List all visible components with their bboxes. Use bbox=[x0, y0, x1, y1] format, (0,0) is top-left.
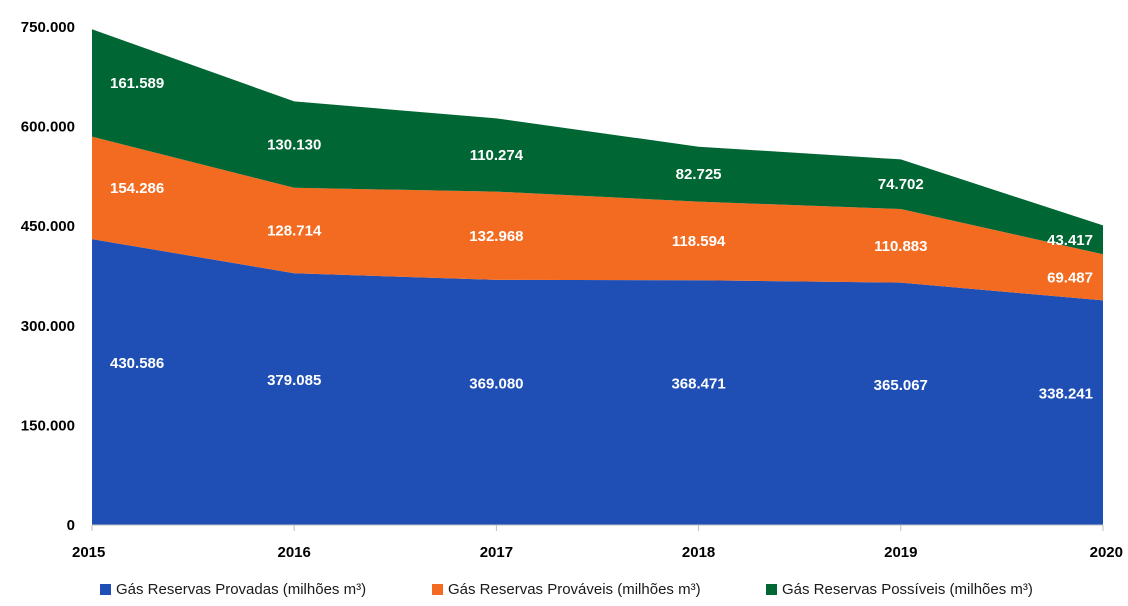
data-label-series-3: 43.417 bbox=[1047, 232, 1093, 249]
legend-swatch-series-1 bbox=[100, 584, 111, 595]
legend-label-series-3: Gás Reservas Possíveis (milhões m³) bbox=[782, 581, 1033, 598]
data-label-series-1: 379.085 bbox=[267, 372, 321, 389]
area-series-3 bbox=[92, 29, 1103, 255]
x-tick-label: 2017 bbox=[480, 544, 513, 561]
data-label-series-1: 338.241 bbox=[1039, 386, 1093, 403]
y-tick-label: 750.000 bbox=[21, 19, 75, 36]
data-label-series-2: 118.594 bbox=[672, 233, 726, 250]
data-label-series-2: 110.883 bbox=[874, 238, 927, 255]
data-label-series-3: 110.274 bbox=[470, 147, 524, 164]
area-layers bbox=[92, 29, 1103, 525]
data-label-series-2: 69.487 bbox=[1047, 269, 1093, 286]
y-tick-label: 0 bbox=[67, 517, 75, 534]
data-label-series-3: 130.130 bbox=[267, 137, 321, 154]
y-tick-label: 300.000 bbox=[21, 318, 75, 335]
x-tick-label: 2018 bbox=[682, 544, 715, 561]
data-label-series-2: 128.714 bbox=[267, 223, 322, 240]
y-tick-label: 600.000 bbox=[21, 119, 75, 136]
x-tick-label: 2019 bbox=[884, 544, 917, 561]
data-label-series-1: 368.471 bbox=[671, 376, 725, 393]
legend: Gás Reservas Provadas (milhões m³) Gás Re… bbox=[100, 581, 1033, 598]
data-label-series-3: 161.589 bbox=[110, 75, 164, 92]
legend-label-series-2: Gás Reservas Prováveis (milhões m³) bbox=[448, 581, 701, 598]
x-tick-label: 2015 bbox=[72, 544, 105, 561]
y-tick-label: 450.000 bbox=[21, 218, 75, 235]
area-series-2 bbox=[92, 136, 1103, 301]
data-label-series-3: 74.702 bbox=[878, 176, 924, 193]
data-label-series-2: 132.968 bbox=[469, 228, 523, 245]
x-tick-label: 2016 bbox=[278, 544, 311, 561]
data-label-series-2: 154.286 bbox=[110, 180, 164, 197]
data-label-series-1: 365.067 bbox=[874, 377, 928, 394]
legend-swatch-series-2 bbox=[432, 584, 443, 595]
data-label-series-3: 82.725 bbox=[676, 166, 722, 183]
legend-swatch-series-3 bbox=[766, 584, 777, 595]
legend-label-series-1: Gás Reservas Provadas (milhões m³) bbox=[116, 581, 366, 598]
area-series-1 bbox=[92, 239, 1103, 525]
data-label-series-1: 369.080 bbox=[469, 376, 523, 393]
y-tick-label: 150.000 bbox=[21, 417, 75, 434]
data-label-series-1: 430.586 bbox=[110, 355, 164, 372]
x-tick-label: 2020 bbox=[1090, 544, 1123, 561]
data-labels: 430.586 379.085 369.080 368.471 365.067 338.2… bbox=[110, 75, 1093, 403]
axes: 2015 2016 2017 2018 2019 2020 0 150.000 300.000 4… bbox=[21, 19, 1123, 561]
